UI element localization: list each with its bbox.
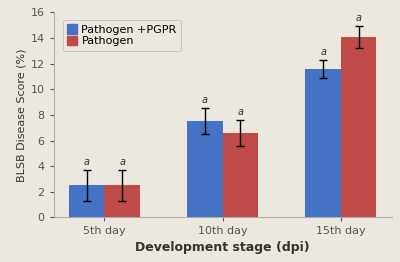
Bar <box>104 185 140 217</box>
Text: a: a <box>84 157 90 167</box>
Text: a: a <box>320 47 326 57</box>
Y-axis label: BLSB Disease Score (%): BLSB Disease Score (%) <box>16 48 26 182</box>
Legend: Pathogen +PGPR, Pathogen: Pathogen +PGPR, Pathogen <box>62 20 181 51</box>
Text: a: a <box>202 95 208 105</box>
Text: a: a <box>119 157 125 167</box>
Bar <box>69 185 104 217</box>
Text: a: a <box>356 13 362 23</box>
Text: a: a <box>237 107 243 117</box>
Bar <box>305 69 341 217</box>
Bar <box>341 37 376 217</box>
X-axis label: Development stage (dpi): Development stage (dpi) <box>135 241 310 254</box>
Bar <box>187 121 223 217</box>
Bar <box>223 133 258 217</box>
